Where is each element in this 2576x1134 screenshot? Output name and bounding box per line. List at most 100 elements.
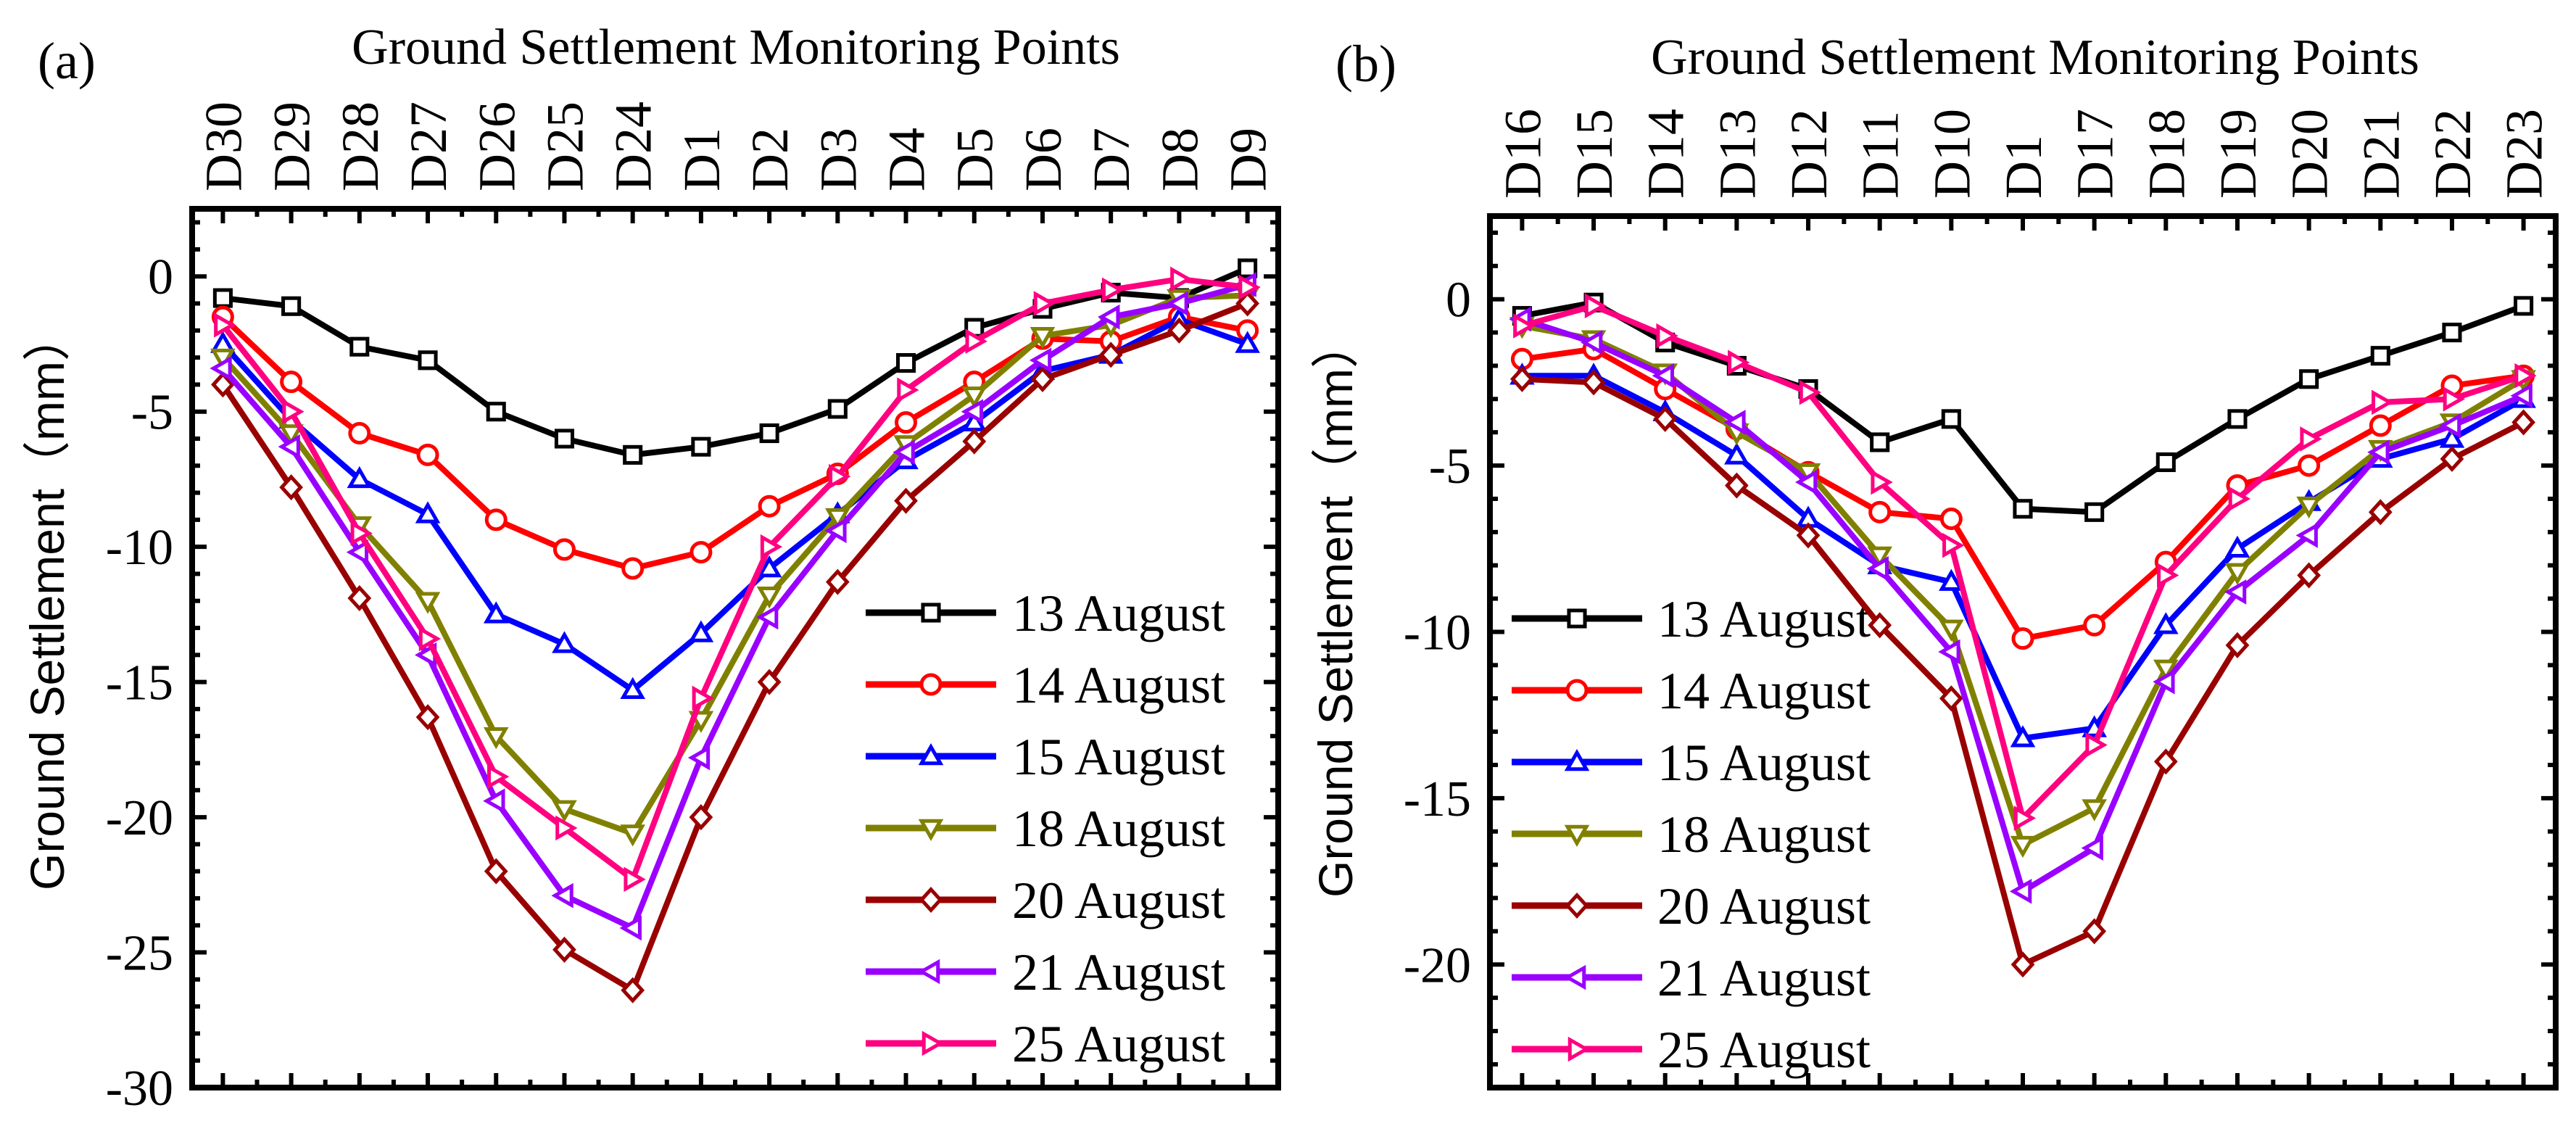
triangle-left-marker <box>1166 291 1188 316</box>
y-tick-label: -10 <box>1404 605 1471 661</box>
legend-item: 14 August <box>1512 662 1871 720</box>
y-tick-label: -20 <box>106 790 173 846</box>
diamond-marker <box>1510 365 1534 392</box>
triangle-right-marker <box>2085 732 2108 758</box>
diamond-marker <box>1167 317 1191 344</box>
square-marker <box>827 399 848 419</box>
x-tick-label: D13 <box>1708 109 1766 199</box>
x-tick-label: D7 <box>1082 128 1140 191</box>
series-line <box>220 316 1248 693</box>
chart-title: Ground Settlement Monitoring Points <box>1651 30 2419 86</box>
square-marker <box>486 402 506 422</box>
triangle-right-marker <box>1238 274 1261 300</box>
triangle-right-marker <box>487 763 510 790</box>
circle-marker <box>919 673 943 696</box>
triangle-down-marker <box>2153 659 2179 682</box>
triangle-left-marker <box>1938 639 1960 665</box>
triangle-right-marker <box>555 815 578 841</box>
diamond-marker <box>484 858 508 885</box>
x-tick-label: D8 <box>1151 128 1209 191</box>
triangle-down-marker <box>2224 563 2250 585</box>
series-line <box>220 276 1248 882</box>
x-tick-label: D26 <box>468 102 526 191</box>
diamond-marker <box>211 371 235 398</box>
triangle-right-marker <box>897 377 919 403</box>
series-21-august <box>1509 306 2532 904</box>
diamond-marker <box>962 428 987 455</box>
triangle-left-marker <box>2224 579 2247 605</box>
y-tick-label: -5 <box>131 385 173 441</box>
x-tick-label: D20 <box>2281 109 2339 199</box>
y-tick-label: -20 <box>1404 938 1471 993</box>
panel-label: (a) <box>38 32 96 90</box>
triangle-left-marker <box>2367 439 2390 465</box>
square-marker <box>212 288 233 308</box>
triangle-right-marker <box>1033 291 1056 316</box>
chart-panel-b: (b) Ground Settlement Monitoring Points … <box>1309 30 2559 1090</box>
triangle-down-marker <box>1939 619 1964 642</box>
circle-marker <box>621 557 645 580</box>
diamond-marker <box>2010 951 2035 978</box>
legend-label: 18 August <box>1012 800 1225 858</box>
legend-label: 25 August <box>1012 1015 1225 1073</box>
triangle-right-marker <box>829 463 851 489</box>
diamond-marker <box>2511 409 2535 436</box>
diamond-marker <box>1939 685 1963 712</box>
square-marker <box>1238 258 1258 278</box>
square-marker <box>349 336 370 357</box>
triangle-right-marker <box>2157 563 2179 588</box>
triangle-down-marker <box>2010 835 2036 858</box>
triangle-left-marker <box>961 399 983 425</box>
triangle-right-marker <box>418 626 442 652</box>
triangle-down-marker <box>756 587 782 609</box>
triangle-up-marker <box>918 742 944 766</box>
y-tick-label: -10 <box>106 520 173 576</box>
triangle-left-marker <box>1563 964 1586 990</box>
triangle-right-marker <box>922 1030 945 1056</box>
legend-label: 18 August <box>1657 806 1871 864</box>
triangle-left-marker <box>893 439 915 465</box>
triangle-down-marker <box>552 800 577 822</box>
triangle-left-marker <box>1581 330 1603 355</box>
triangle-left-marker <box>2009 879 2032 904</box>
panel-label: (b) <box>1335 35 1396 93</box>
legend-label: 20 August <box>1012 872 1225 930</box>
triangle-left-marker <box>756 604 779 630</box>
triangle-right-marker <box>2443 386 2465 412</box>
triangle-down-marker <box>483 727 509 750</box>
legend-item: 15 August <box>1512 734 1871 792</box>
square-marker <box>2013 499 2033 519</box>
triangle-right-marker <box>214 313 236 338</box>
legend-item: 25 August <box>1512 1021 1871 1079</box>
square-marker <box>1567 608 1587 629</box>
square-marker <box>1870 432 1890 452</box>
triangle-left-marker <box>2153 669 2175 695</box>
x-tick-label: D6 <box>1014 128 1072 191</box>
legend-label: 25 August <box>1657 1021 1871 1079</box>
diamond-marker <box>415 704 440 731</box>
x-tick-label: D3 <box>809 128 867 191</box>
triangle-left-marker <box>278 434 300 460</box>
diamond-marker <box>1724 472 1749 499</box>
diamond-marker <box>2225 632 2250 658</box>
legend-item: 18 August <box>1512 806 1871 864</box>
square-marker <box>2227 409 2248 429</box>
x-tick-label: D28 <box>331 102 389 191</box>
x-tick-label: D27 <box>399 102 457 191</box>
square-marker <box>418 350 438 371</box>
triangle-down-marker <box>278 424 304 447</box>
legend-label: 14 August <box>1012 656 1225 714</box>
diamond-marker <box>2153 748 2178 775</box>
x-tick-label: D25 <box>536 102 594 191</box>
triangle-up-marker <box>1939 568 1964 591</box>
x-tick-label: D23 <box>2496 109 2554 199</box>
x-tick-label: D10 <box>1923 109 1981 199</box>
x-tick-label: D1 <box>1995 135 2053 199</box>
triangle-right-marker <box>282 399 305 425</box>
circle-marker <box>2083 613 2106 637</box>
triangle-up-marker <box>347 465 373 489</box>
triangle-right-marker <box>2228 486 2251 512</box>
triangle-down-marker <box>1030 327 1056 349</box>
diamond-marker <box>1653 405 1678 432</box>
